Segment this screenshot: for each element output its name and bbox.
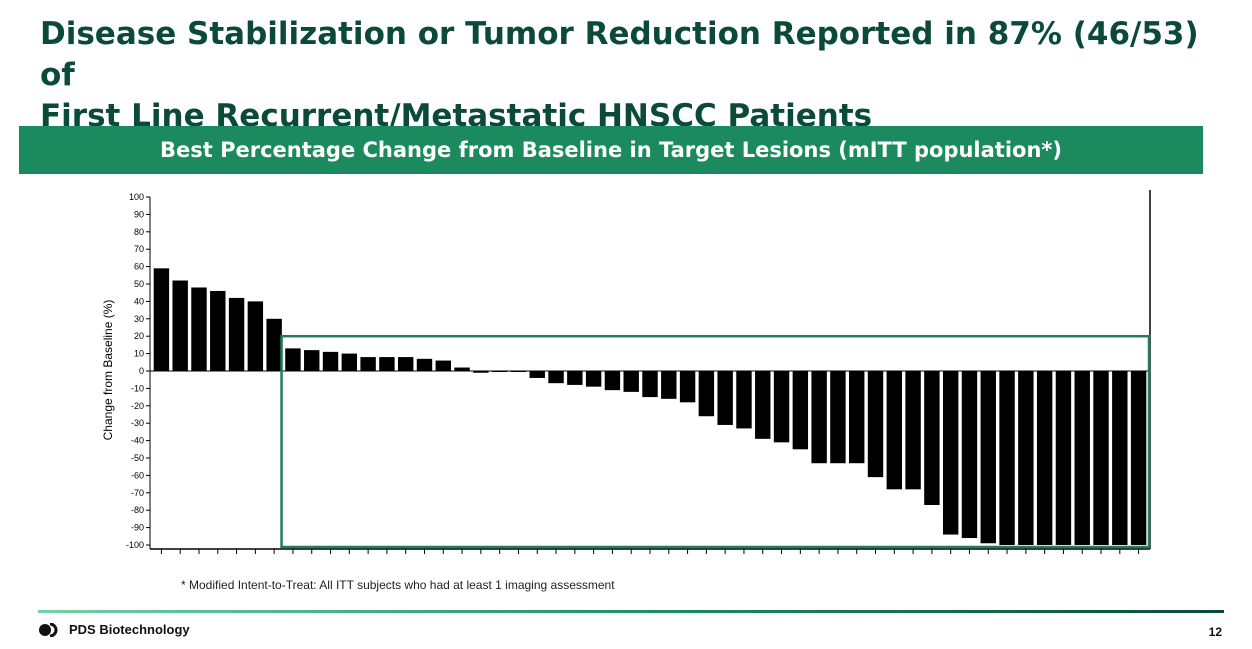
y-tick-label: 60 [134,262,144,272]
bar-15 [416,358,433,371]
bar-49 [1055,371,1072,545]
bar-29 [679,371,696,403]
bar-11 [341,353,358,371]
bar-40 [886,371,903,490]
chart-title: Best Percentage Change from Baseline in … [159,138,1062,162]
bar-23 [567,371,583,385]
bar-47 [1018,371,1034,545]
bar-4 [210,290,226,371]
bar-16 [435,360,451,371]
highlight-box [280,334,1151,549]
bar-14 [397,357,414,371]
chart-title-banner: Best Percentage Change from Baseline in … [19,126,1203,174]
y-tick-label: -50 [131,453,144,463]
pds-logo-icon [39,622,58,637]
bar-28 [661,371,677,399]
bar-37 [830,371,846,464]
y-tick-label: 80 [134,227,144,237]
y-tick-label: 40 [134,296,144,306]
bar-12 [360,357,376,371]
bar-38 [849,371,865,464]
bar-45 [980,371,996,544]
y-tick-label: 50 [134,279,144,289]
y-tick-label: 90 [134,209,144,219]
y-tick-label: -60 [131,470,144,480]
y-tick-label: -40 [131,436,144,446]
y-tick-label: -80 [131,505,144,515]
company-logo: PDS Biotechnology [39,622,190,637]
bar-32 [736,371,752,429]
y-tick-label: 10 [134,349,144,359]
bar-39 [867,371,884,478]
bar-31 [717,371,733,425]
y-tick-label: -10 [131,383,144,393]
bar-5 [228,297,245,371]
bar-3 [191,287,207,371]
y-tick-label: 30 [134,314,144,324]
bar-35 [792,371,809,450]
bar-7 [266,318,282,371]
bar-19 [491,371,508,372]
bar-24 [585,371,602,387]
bar-48 [1036,371,1053,545]
bar-18 [473,371,489,373]
bar-41 [905,371,921,490]
bar-44 [961,371,978,539]
bar-1 [153,268,170,371]
bar-9 [304,350,320,371]
bar-52 [1112,371,1128,545]
bar-53 [1130,371,1147,545]
bar-42 [924,371,940,505]
bar-43 [942,371,959,535]
y-tick-label: -90 [131,523,144,533]
bar-8 [285,348,301,371]
footnote: * Modified Intent-to-Treat: All ITT subj… [181,578,615,592]
bar-10 [322,351,339,371]
y-tick-label: 70 [134,244,144,254]
bar-25 [604,371,621,391]
y-tick-label: -100 [126,540,144,550]
bar-22 [548,371,564,384]
bar-36 [811,371,827,464]
page-number: 12 [1208,625,1222,639]
bar-6 [247,301,264,371]
footer-divider [38,610,1224,613]
bar-13 [379,357,395,371]
bar-50 [1074,371,1090,545]
bar-34 [773,371,790,443]
bar-51 [1093,371,1109,545]
company-name: PDS Biotechnology [69,622,190,637]
bar-17 [454,367,470,371]
title-line-1: Disease Stabilization or Tumor Reduction… [40,16,1199,93]
y-tick-label: 100 [129,192,144,202]
bar-33 [755,371,771,439]
y-tick-label: 20 [134,331,144,341]
bar-27 [642,371,658,398]
bar-21 [529,371,545,378]
bar-2 [172,280,188,371]
bar-30 [698,371,715,417]
y-tick-label: -30 [131,418,144,428]
bar-20 [510,371,527,372]
y-axis-title: Change from Baseline (%) [101,300,115,441]
y-tick-label: -70 [131,488,144,498]
bar-46 [999,371,1015,545]
y-tick-label: 0 [139,366,144,376]
bar-26 [623,371,639,392]
y-tick-label: -20 [131,401,144,411]
